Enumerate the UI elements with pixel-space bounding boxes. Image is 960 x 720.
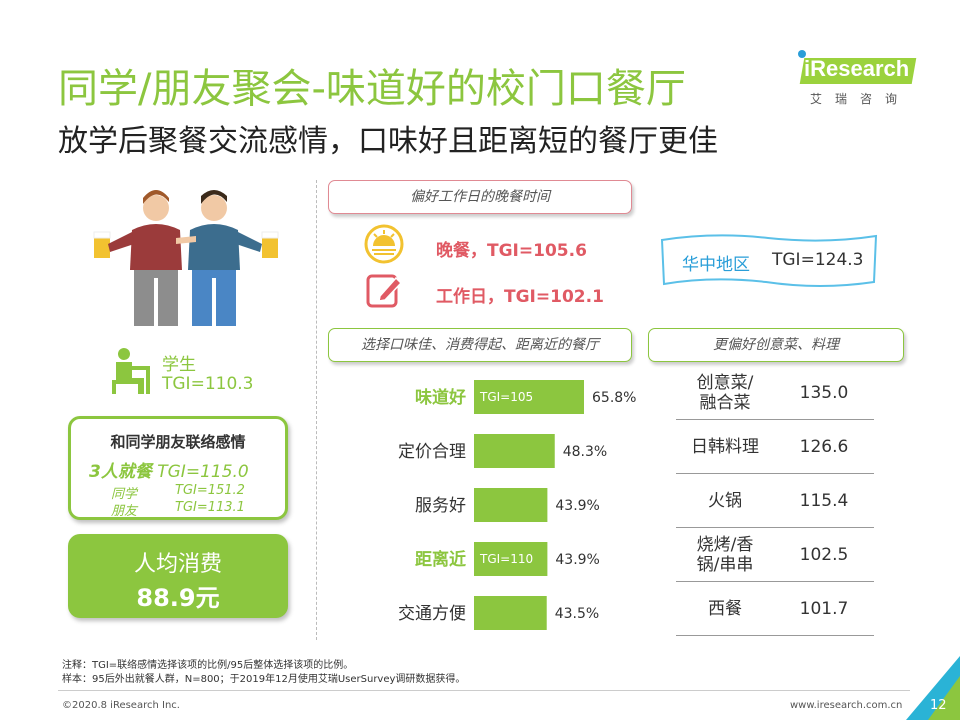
creative-header: 更偏好创意菜、料理	[648, 328, 904, 362]
bar-category-label: 距离近	[415, 549, 466, 570]
cuisine-tgi-value: 126.6	[799, 437, 849, 457]
cuisine-name: 烧烤/香 锅/串串	[696, 535, 754, 575]
bar-tgi-annotation: TGI=110	[479, 552, 533, 566]
logo-text: iResearch	[804, 56, 910, 81]
footer-divider	[58, 690, 910, 691]
student-tgi: TGI=110.3	[162, 374, 254, 394]
dinner-header-label: 偏好工作日的晚餐时间	[410, 189, 550, 205]
contact-main-tgi: TGI=115.0	[157, 462, 249, 482]
page-number: 12	[930, 698, 947, 713]
iresearch-logo: iResearch 艾瑞咨询	[788, 48, 918, 118]
cuisine-tgi-table: 创意菜/融合菜 135.0 日韩料理 126.6 火锅 115.4 烧烤/香 锅/串串 102.…	[676, 366, 874, 636]
corner-decoration	[906, 656, 960, 720]
spend-box: 人均消费 88.9元	[68, 534, 288, 618]
creative-header-label: 更偏好创意菜、料理	[713, 337, 839, 353]
cuisine-tgi-value: 135.0	[799, 383, 849, 403]
page-title: 同学/朋友聚会-味道好的校门口餐厅	[58, 66, 686, 112]
contact-row-label: 朋友	[111, 504, 138, 519]
bar-tgi-annotation: TGI=105	[479, 390, 533, 404]
bar-category-label: 服务好	[415, 496, 466, 516]
friends-cheers-icon	[93, 190, 279, 326]
contact-row-label: 同学	[111, 487, 138, 502]
contact-row-tgi: TGI=113.1	[175, 500, 245, 515]
cuisine-name: 创意菜/融合菜	[696, 373, 754, 413]
edit-icon	[366, 274, 403, 308]
taste-header: 选择口味佳、消费得起、距离近的餐厅	[328, 328, 632, 362]
contact-row-tgi: TGI=151.2	[175, 483, 245, 498]
contact-title: 和同学朋友联络感情	[110, 433, 246, 451]
bar-value-label: 48.3%	[563, 444, 607, 460]
bar-value-label: 43.9%	[555, 498, 599, 514]
cuisine-name: 火锅	[708, 491, 742, 511]
bar-value-label: 65.8%	[592, 390, 636, 406]
dinner-header: 偏好工作日的晚餐时间	[328, 180, 632, 214]
cuisine-tgi-value: 101.7	[799, 599, 849, 619]
spend-value: 88.9元	[136, 584, 220, 612]
bar	[474, 596, 547, 630]
bar	[474, 380, 584, 414]
restaurant-preference-bar-chart: 味道好 TGI=105 65.8% 定价合理 48.3% 服务好 43.9% 距离近 TGI=1…	[398, 380, 636, 630]
cuisine-tgi-value: 115.4	[799, 491, 849, 511]
bar-value-label: 43.5%	[555, 606, 599, 622]
region-wavy-box	[660, 234, 878, 287]
bar	[474, 434, 555, 468]
table-row: 日韩料理 126.6	[676, 420, 874, 474]
spend-label: 人均消费	[133, 552, 222, 577]
bar-category-label: 味道好	[415, 387, 466, 408]
bar	[474, 488, 548, 522]
workday-tgi: 工作日，TGI=102.1	[436, 287, 604, 307]
bar-category-label: 定价合理	[398, 442, 466, 462]
footnote-tgi: 注释：TGI=联络感情选择该项的比例/95后整体选择该项的比例。	[62, 660, 354, 671]
bar-value-label: 43.9%	[555, 552, 599, 568]
region-tgi: TGI=124.3	[772, 250, 864, 270]
copyright: ©2020.8 iResearch Inc.	[62, 700, 180, 711]
contact-main-bold: 3人就餐	[89, 462, 152, 482]
bar-category-label: 交通方便	[398, 604, 466, 624]
student-desk-icon	[112, 348, 150, 394]
logo-subtext: 艾瑞咨询	[810, 92, 911, 106]
taste-header-label: 选择口味佳、消费得起、距离近的餐厅	[361, 337, 599, 353]
student-label: 学生	[162, 355, 196, 375]
footnote-sample: 样本：95后外出就餐人群，N=800；于2019年12月使用艾瑞UserSurv…	[62, 674, 466, 685]
contact-main: 3人就餐 TGI=115.0	[89, 457, 249, 482]
dinner-tgi: 晚餐，TGI=105.6	[436, 241, 587, 261]
table-row: 火锅 115.4	[676, 474, 874, 528]
website: www.iresearch.com.cn	[790, 700, 903, 711]
table-row: 烧烤/香 锅/串串 102.5	[676, 528, 874, 582]
cuisine-name: 日韩料理	[691, 437, 759, 457]
cuisine-name: 西餐	[708, 599, 742, 619]
page-subtitle: 放学后聚餐交流感情，口味好且距离短的餐厅更佳	[58, 124, 718, 159]
region-label: 华中地区	[682, 255, 750, 275]
table-row: 创意菜/融合菜 135.0	[676, 366, 874, 420]
contact-friends-box: 和同学朋友联络感情 3人就餐 TGI=115.0 同学 TGI=151.2 朋友…	[68, 416, 288, 520]
bar	[474, 542, 548, 576]
vertical-divider	[316, 180, 317, 640]
cuisine-tgi-value: 102.5	[799, 545, 849, 565]
sunset-icon	[364, 224, 404, 264]
table-row: 西餐 101.7	[676, 582, 874, 636]
